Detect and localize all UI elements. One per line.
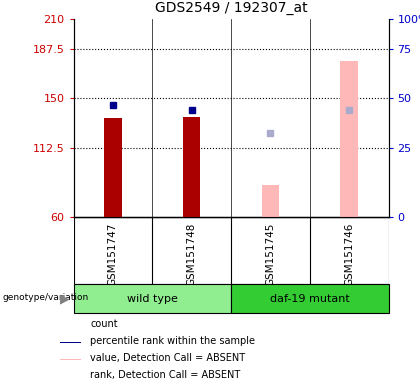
Text: count: count	[90, 318, 118, 329]
Text: rank, Detection Call = ABSENT: rank, Detection Call = ABSENT	[90, 370, 241, 381]
Bar	[74, 284, 231, 313]
Bar	[231, 284, 388, 313]
Text: value, Detection Call = ABSENT: value, Detection Call = ABSENT	[90, 353, 245, 363]
Text: GSM151746: GSM151746	[344, 222, 354, 286]
Title: GDS2549 / 192307_at: GDS2549 / 192307_at	[155, 2, 307, 15]
Text: GSM151745: GSM151745	[265, 222, 276, 286]
Text: percentile rank within the sample: percentile rank within the sample	[90, 336, 255, 346]
Bar	[183, 117, 200, 217]
Text: ▶: ▶	[60, 293, 69, 306]
Bar	[104, 118, 121, 217]
Bar	[341, 61, 358, 217]
Text: daf-19 mutant: daf-19 mutant	[270, 293, 349, 304]
Bar	[60, 359, 81, 360]
Bar	[262, 185, 279, 217]
Text: GSM151747: GSM151747	[108, 222, 118, 286]
Text: wild type: wild type	[127, 293, 178, 304]
Text: genotype/variation: genotype/variation	[3, 293, 89, 301]
Bar	[60, 342, 81, 343]
Text: GSM151748: GSM151748	[186, 222, 197, 286]
